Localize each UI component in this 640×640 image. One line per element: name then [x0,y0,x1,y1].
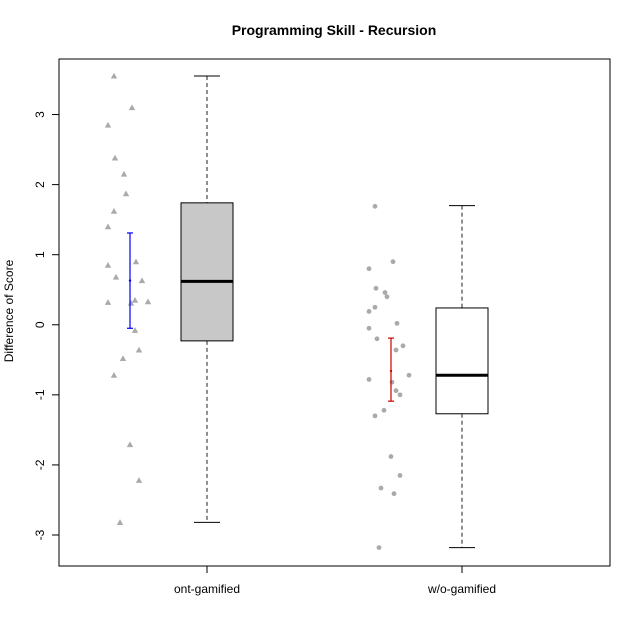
data-point [391,491,397,497]
data-point [111,154,119,161]
data-point [112,273,120,280]
data-point [394,320,400,326]
y-axis-title: Difference of Score [2,259,16,362]
data-point [372,413,378,419]
chart-title: Programming Skill - Recursion [232,22,437,38]
data-point [381,407,387,413]
data-point [131,297,139,303]
box [180,202,234,342]
data-point [135,346,143,353]
error-bar-mean [128,279,132,282]
data-point [376,545,382,551]
data-point [397,473,403,478]
data-point [120,170,128,177]
error-bar-mean [389,369,393,373]
data-point [131,327,139,333]
data-point [406,372,412,378]
y-tick-label: -1 [33,389,47,400]
y-tick-label: 3 [33,111,47,118]
data-point [144,298,152,305]
data-point [393,388,399,394]
data-point [393,347,399,353]
data-point [110,372,118,378]
data-point [374,336,380,342]
x-tick-label: w/o-gamified [427,582,496,596]
y-tick-label: -2 [33,459,47,470]
data-point [104,262,112,268]
plot-area-frame [58,58,611,567]
data-point [384,294,390,300]
data-point [373,285,379,291]
data-point [116,519,124,525]
data-point [400,343,406,349]
data-point [372,304,378,310]
data-point [382,290,388,295]
data-point [132,258,140,265]
data-point [128,104,136,111]
data-point [110,208,118,214]
data-point [389,379,395,385]
y-axis: -3 -2 -1 0 1 2 3 [33,111,60,540]
jitter-points [104,72,412,551]
box [435,307,489,415]
data-point [126,441,134,448]
data-point [366,377,372,382]
data-point [122,190,130,197]
x-tick-label: ont-gamified [174,582,240,596]
mean-error-bars [127,232,394,402]
data-point [366,309,372,314]
data-point [104,299,112,305]
y-tick-label: -3 [33,529,47,540]
y-tick-label: 1 [33,251,47,258]
data-point [138,277,146,284]
data-point [388,454,394,459]
data-point [119,355,127,361]
boxes [180,75,489,549]
data-point [104,223,112,230]
data-point [104,121,112,128]
data-point [372,203,378,209]
data-point [366,266,372,272]
x-axis: ont-gamified w/o-gamified [174,565,496,596]
data-point [135,477,143,483]
y-tick-label: 0 [33,321,47,328]
data-point [390,259,396,265]
data-point [397,392,403,398]
data-point [366,325,372,331]
data-point [378,485,384,491]
y-tick-label: 2 [33,181,47,188]
data-point [110,72,118,79]
